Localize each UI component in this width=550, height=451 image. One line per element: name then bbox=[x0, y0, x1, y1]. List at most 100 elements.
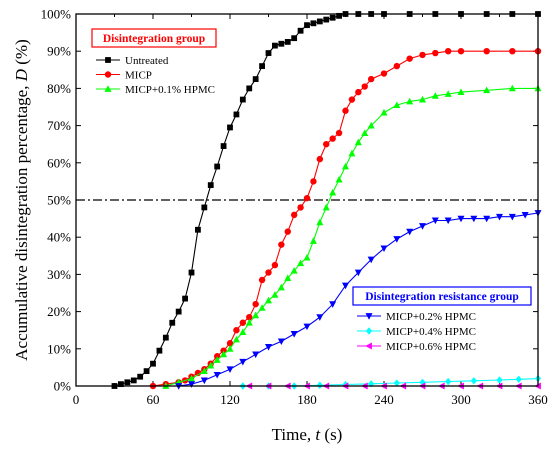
data-point bbox=[508, 213, 516, 221]
data-point bbox=[194, 369, 202, 377]
data-point bbox=[278, 241, 285, 248]
series-3 bbox=[175, 210, 542, 390]
data-point bbox=[419, 95, 426, 103]
data-point bbox=[195, 226, 201, 233]
data-point bbox=[271, 261, 279, 269]
series-2 bbox=[162, 84, 542, 389]
data-point bbox=[232, 335, 240, 343]
y-tick-label: 10% bbox=[47, 341, 71, 356]
legend-label: MICP+0.4% HPMC bbox=[386, 326, 476, 338]
legend-disintegration-group: Disintegration group Untreated MICP MICP+0… bbox=[91, 28, 217, 96]
data-point bbox=[213, 353, 221, 360]
data-point bbox=[444, 90, 452, 97]
data-point bbox=[124, 379, 131, 386]
data-point bbox=[143, 368, 150, 375]
legend-group-title-box bbox=[352, 286, 532, 306]
x-tick-label: 300 bbox=[451, 392, 471, 407]
data-point bbox=[284, 39, 291, 45]
data-point bbox=[213, 356, 221, 363]
data-point bbox=[509, 48, 516, 55]
data-point bbox=[457, 48, 465, 55]
data-point bbox=[406, 228, 414, 236]
data-point bbox=[252, 351, 260, 359]
legend-marker bbox=[104, 71, 112, 78]
data-point bbox=[239, 358, 247, 366]
x-tick-label: 60 bbox=[147, 392, 160, 407]
data-point bbox=[380, 108, 388, 116]
data-point bbox=[380, 245, 388, 253]
legend-resistance-group: Disintegration resistance group MICP+0.2… bbox=[352, 286, 532, 353]
y-tick-label: 50% bbox=[47, 193, 71, 208]
data-point bbox=[227, 124, 233, 131]
data-point bbox=[246, 313, 253, 321]
data-point bbox=[336, 12, 342, 19]
y-axis-title: Accumulative disintegration percentage, … bbox=[12, 39, 31, 360]
data-point bbox=[252, 311, 260, 319]
data-point bbox=[220, 143, 227, 149]
data-point bbox=[323, 141, 330, 148]
legend-group-title: Disintegration group bbox=[103, 33, 205, 45]
data-point bbox=[432, 49, 439, 57]
data-point bbox=[214, 163, 221, 170]
y-tick-label: 30% bbox=[47, 267, 71, 282]
legend-label: Untreated bbox=[125, 55, 169, 67]
data-point bbox=[342, 162, 349, 170]
data-point bbox=[258, 304, 266, 311]
data-point bbox=[239, 96, 246, 103]
data-point bbox=[323, 16, 330, 23]
x-axis-title: Time, t (s) bbox=[272, 425, 343, 444]
data-point bbox=[277, 338, 285, 346]
data-point bbox=[483, 215, 491, 223]
data-point bbox=[239, 328, 247, 335]
legend-marker bbox=[365, 327, 373, 335]
data-point bbox=[406, 97, 414, 105]
y-tick-label: 20% bbox=[47, 304, 71, 319]
data-point bbox=[470, 215, 478, 223]
data-point bbox=[335, 175, 343, 183]
data-point bbox=[290, 211, 298, 219]
data-point bbox=[207, 182, 214, 189]
data-point bbox=[335, 129, 343, 137]
series-layer bbox=[111, 11, 542, 390]
legend-label: MICP+0.6% HPMC bbox=[386, 341, 476, 353]
data-point bbox=[150, 360, 156, 367]
y-tick-label: 90% bbox=[47, 44, 71, 59]
data-point bbox=[361, 83, 368, 90]
legend-entry: MICP+0.4% HPMC bbox=[357, 326, 476, 338]
legend-label: MICP+0.2% HPMC bbox=[386, 311, 476, 323]
legend-entries: MICP+0.2% HPMC MICP+0.4% HPMC MICP+0.6% HP… bbox=[357, 311, 476, 353]
legend-marker bbox=[365, 313, 373, 320]
legend-label: MICP+0.1% HPMC bbox=[125, 84, 215, 96]
data-point bbox=[445, 377, 452, 386]
data-point bbox=[297, 27, 304, 34]
data-point bbox=[291, 35, 298, 42]
data-point bbox=[393, 236, 401, 243]
data-point bbox=[252, 76, 259, 82]
data-point bbox=[316, 381, 323, 389]
legend-group-title: Disintegration resistance group bbox=[365, 291, 519, 303]
data-point bbox=[233, 111, 240, 118]
x-tick-label: 180 bbox=[297, 392, 317, 407]
data-point bbox=[303, 323, 311, 331]
data-point bbox=[444, 217, 452, 225]
data-point bbox=[309, 237, 317, 244]
data-point bbox=[329, 301, 337, 308]
data-point bbox=[329, 135, 336, 142]
data-point bbox=[515, 375, 522, 384]
data-point bbox=[162, 334, 169, 341]
data-point bbox=[342, 282, 349, 290]
data-point bbox=[393, 62, 401, 70]
data-point bbox=[233, 327, 240, 334]
plot-frame bbox=[75, 13, 539, 387]
data-point bbox=[329, 14, 336, 21]
data-point bbox=[393, 101, 401, 109]
data-point bbox=[265, 269, 272, 276]
data-point bbox=[278, 40, 285, 47]
data-point bbox=[188, 269, 195, 276]
data-point bbox=[310, 178, 317, 185]
x-tick-label: 0 bbox=[73, 392, 80, 407]
data-point bbox=[220, 350, 228, 358]
data-point bbox=[322, 203, 330, 211]
data-point bbox=[316, 155, 324, 163]
data-point bbox=[188, 374, 195, 382]
